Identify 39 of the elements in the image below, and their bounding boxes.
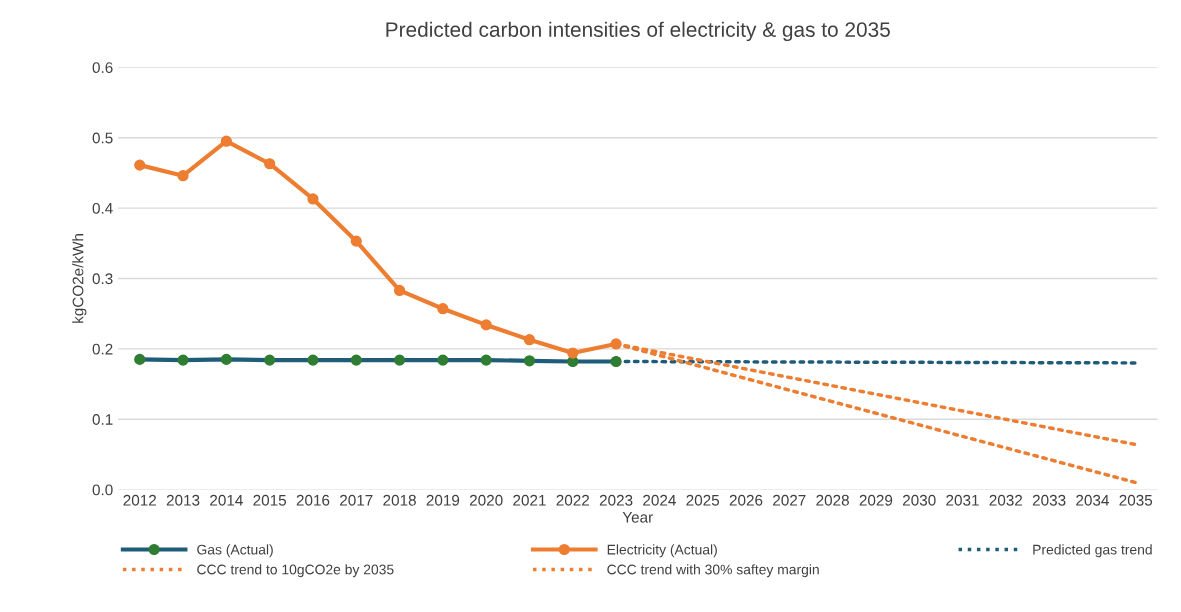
x-tick-label: 2019 — [426, 494, 460, 506]
x-tick-label: 2028 — [816, 494, 849, 506]
x-tick-label: 2034 — [1076, 494, 1109, 506]
x-tick-label: 2023 — [599, 494, 633, 506]
y-tick-label: 0.3 — [92, 273, 113, 285]
x-tick-label: 2015 — [253, 494, 287, 506]
x-tick-label: 2018 — [383, 494, 416, 506]
x-tick-label: 2035 — [1119, 494, 1153, 506]
x-tick-label: 2024 — [643, 494, 676, 506]
legend-label: Electricity (Actual) — [607, 544, 717, 558]
x-tick-label: 2026 — [729, 494, 763, 506]
x-tick-label: 2021 — [513, 494, 546, 506]
legend-label: Gas (Actual) — [197, 544, 273, 558]
x-tick-label: 2013 — [166, 494, 200, 506]
x-tick-label: 2022 — [556, 494, 590, 506]
x-tick-label: 2017 — [340, 494, 373, 506]
y-tick-label: 0.1 — [92, 414, 113, 425]
y-tick-label: 0.5 — [92, 132, 113, 144]
x-tick-label: 2020 — [469, 494, 503, 506]
x-tick-label: 2033 — [1032, 494, 1066, 506]
legend-label: CCC trend with 30% saftey margin — [607, 564, 819, 578]
x-tick-label: 2029 — [859, 494, 893, 506]
x-tick-label: 2016 — [296, 494, 330, 506]
y-tick-label: 0.4 — [92, 202, 113, 214]
chart-title: Predicted carbon intensities of electricity & gas to 2035 — [386, 21, 890, 42]
y-tick-label: 0.0 — [92, 484, 113, 496]
x-tick-label: 2027 — [773, 494, 806, 506]
x-tick-label: 2032 — [989, 494, 1023, 506]
x-tick-label: 2014 — [210, 494, 243, 506]
y-tick-label: 0.6 — [92, 62, 113, 74]
y-axis-title: kgCO2e/kWh — [72, 234, 87, 323]
x-tick-label: 2025 — [686, 494, 720, 506]
x-tick-label: 2030 — [902, 494, 936, 506]
legend-label: Predicted gas trend — [1033, 544, 1152, 558]
legend-label: CCC trend to 10gCO2e by 2035 — [197, 564, 394, 578]
x-tick-label: 2031 — [946, 494, 979, 506]
x-tick-label: 2012 — [123, 494, 156, 506]
x-axis-title: Year — [622, 512, 653, 523]
y-tick-label: 0.2 — [92, 343, 113, 355]
